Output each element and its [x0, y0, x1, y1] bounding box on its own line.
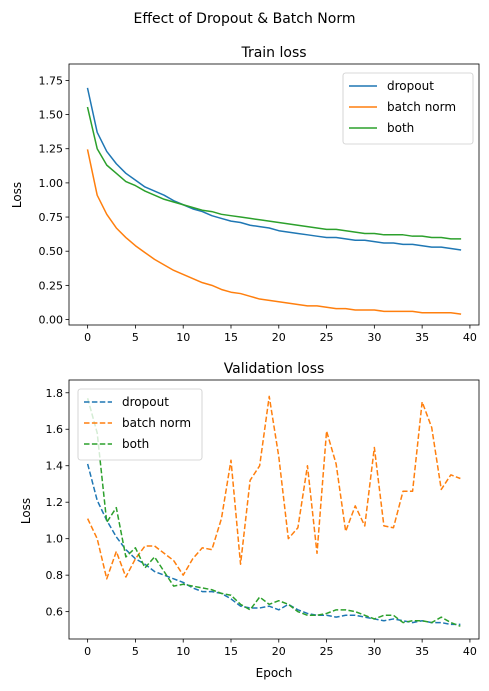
validation-loss-ylabel: Loss: [19, 498, 33, 524]
train-loss-ytick-label-7: 1.75: [39, 74, 64, 87]
train-loss-ytick-label-4: 1.00: [39, 177, 64, 190]
train-loss-ytick-label-3: 0.75: [39, 211, 64, 224]
validation-loss-ytick-label-3: 1.2: [46, 496, 64, 509]
train-loss-axes-frame: [68, 63, 480, 326]
train-loss-xtick-label-0: 0: [84, 331, 91, 344]
validation-loss-xtick-label-5: 5: [132, 645, 139, 658]
train-loss-ytick-label-0: 0.00: [39, 314, 64, 327]
train-loss-xtick-label-5: 5: [132, 331, 139, 344]
validation-loss-xtick-label-40: 40: [463, 645, 477, 658]
train-loss-ytick-label-2: 0.50: [39, 245, 64, 258]
validation-loss-xtick-label-35: 35: [415, 645, 429, 658]
validation-loss-title: Validation loss: [224, 361, 325, 377]
validation-loss-ytick-label-5: 1.6: [46, 423, 64, 436]
validation-loss-ytick-label-1: 0.8: [46, 569, 64, 582]
train-loss-legend-label-batch-norm: batch norm: [387, 100, 456, 114]
validation-loss-xtick-label-15: 15: [224, 645, 238, 658]
train-loss-xtick-label-40: 40: [463, 331, 477, 344]
train-loss-subplot: Train loss Loss 0 5 10 15 20 25 30 35 40 0.00 0.25…: [10, 45, 480, 344]
train-loss-legend-label-both: both: [387, 121, 414, 135]
validation-loss-ytick-label-0: 0.6: [46, 606, 64, 619]
train-loss-title: Train loss: [240, 45, 306, 61]
train-loss-xtick-label-25: 25: [320, 331, 334, 344]
train-loss-ylabel: Loss: [10, 182, 24, 208]
validation-loss-xtick-label-20: 20: [272, 645, 286, 658]
train-loss-series-batch-norm: [86, 149, 462, 315]
train-loss-ytick-label-5: 1.25: [39, 143, 64, 156]
validation-loss-ytick-label-4: 1.4: [46, 460, 64, 473]
train-loss-xtick-label-35: 35: [415, 331, 429, 344]
train-loss-xtick-label-20: 20: [272, 331, 286, 344]
validation-loss-subplot: Validation loss Loss Epoch 0 5 10 15 20 25 30 3…: [19, 361, 480, 680]
train-loss-xtick-label-30: 30: [367, 331, 381, 344]
train-loss-ytick-label-1: 0.25: [39, 279, 64, 292]
validation-loss-ytick-label-6: 1.8: [46, 387, 64, 400]
validation-loss-series-dropout: [86, 463, 461, 626]
train-loss-legend-box: [342, 72, 474, 145]
train-loss-legend: dropout batch norm both: [342, 72, 474, 145]
train-loss-series-both: [86, 106, 462, 240]
validation-loss-legend-label-both: both: [122, 437, 149, 451]
validation-loss-xtick-label-10: 10: [176, 645, 190, 658]
validation-loss-xtick-label-0: 0: [84, 645, 91, 658]
validation-loss-ytick-label-2: 1.0: [46, 533, 64, 546]
train-loss-ytick-label-6: 1.50: [39, 109, 64, 122]
validation-loss-series-batch-norm: [86, 395, 461, 580]
train-loss-series-dropout: [86, 87, 462, 251]
validation-loss-legend-label-dropout: dropout: [122, 395, 169, 409]
train-loss-xtick-label-10: 10: [176, 331, 190, 344]
train-loss-xtick-label-15: 15: [224, 331, 238, 344]
train-loss-legend-label-dropout: dropout: [387, 79, 434, 93]
figure-suptitle: Effect of Dropout & Batch Norm: [134, 11, 356, 27]
validation-loss-xtick-label-30: 30: [367, 645, 381, 658]
validation-loss-xlabel: Epoch: [256, 666, 293, 680]
validation-loss-xtick-label-25: 25: [320, 645, 334, 658]
validation-loss-legend-label-batch-norm: batch norm: [122, 416, 191, 430]
validation-loss-legend-box: [77, 388, 203, 461]
validation-loss-legend: dropout batch norm both: [77, 388, 203, 461]
validation-loss-axes-frame: [68, 379, 480, 640]
